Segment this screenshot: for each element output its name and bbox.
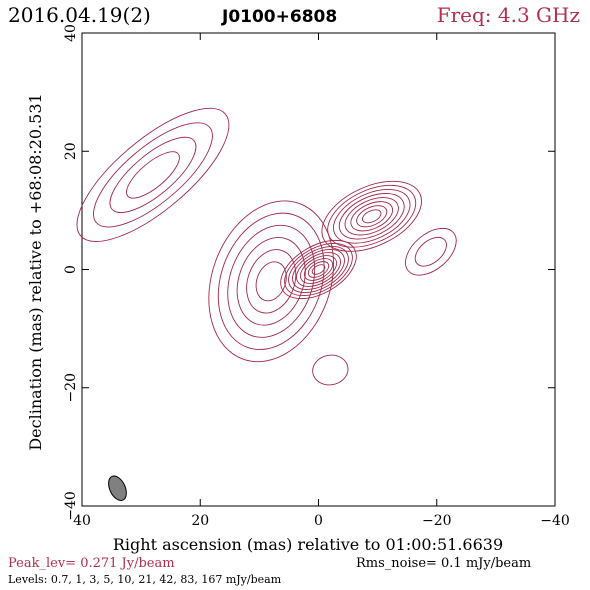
contour-line (312, 354, 349, 386)
contour-line (414, 236, 447, 267)
frequency-label: Freq: 4.3 GHz (437, 3, 580, 27)
contour-line (344, 197, 399, 236)
contour-line (93, 122, 213, 228)
contour-line (217, 212, 325, 350)
contour-line (321, 180, 422, 252)
contour-line (288, 246, 349, 293)
x-tick-label: 40 (73, 513, 91, 529)
contour-line (208, 200, 335, 363)
contour-line (333, 188, 411, 244)
plot-frame (81, 32, 556, 507)
restoring-beam (108, 475, 127, 501)
x-axis-label: Right ascension (mas) relative to 01:00:… (113, 535, 503, 554)
x-tick-label: −40 (540, 513, 570, 529)
y-axis-label: Declination (mas) relative to +68:08:20.… (26, 93, 45, 450)
contour-line (296, 252, 341, 287)
contour-line (299, 255, 338, 284)
y-tick-labels: −40 −20 0 20 40 (63, 24, 79, 521)
contour-line (307, 261, 330, 278)
y-tick-label: 40 (63, 24, 79, 42)
source-name: J0100+6808 (221, 7, 337, 27)
contour-line (338, 193, 405, 240)
contour-line (361, 209, 382, 224)
peak-level: Peak_lev= 0.271 Jy/beam (8, 556, 175, 571)
x-tick-label: −20 (422, 513, 452, 529)
contour-line (292, 249, 345, 290)
axis-ticks (81, 32, 556, 507)
observation-date: 2016.04.19(2) (8, 3, 151, 27)
contour-line (405, 227, 457, 276)
contour-line (350, 201, 394, 232)
contour-line (126, 151, 180, 199)
contour-line (356, 205, 388, 228)
y-tick-label: −40 (63, 491, 79, 521)
contour-levels: Levels: 0.7, 1, 3, 5, 10, 21, 42, 83, 16… (8, 573, 282, 586)
x-tick-label: 0 (314, 513, 323, 529)
contour-map (76, 107, 457, 386)
contour-line (227, 224, 316, 338)
x-tick-label: 20 (191, 513, 209, 529)
y-tick-label: 20 (63, 142, 79, 160)
contour-line (76, 107, 230, 242)
contour-line (109, 136, 197, 213)
y-tick-label: −20 (63, 373, 79, 403)
x-tick-labels: 40 20 0 −20 −40 (73, 513, 570, 529)
y-tick-label: 0 (63, 265, 79, 274)
beam-ellipse (108, 475, 127, 501)
contour-line (255, 261, 287, 302)
contour-line (236, 237, 306, 326)
rms-noise: Rms_noise= 0.1 mJy/beam (356, 556, 531, 571)
contour-line (246, 249, 297, 314)
